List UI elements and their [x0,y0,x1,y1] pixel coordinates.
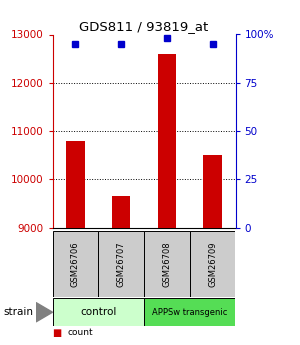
Bar [203,155,222,228]
Title: GDS811 / 93819_at: GDS811 / 93819_at [80,20,208,33]
Text: control: control [80,307,116,317]
Bar [158,54,176,228]
Bar [98,231,144,297]
Text: count: count [68,328,93,337]
Text: GSM26709: GSM26709 [208,241,217,287]
Bar [66,141,85,228]
Text: strain: strain [3,307,33,317]
Text: APPSw transgenic: APPSw transgenic [152,308,227,317]
Text: GSM26706: GSM26706 [71,241,80,287]
Text: GSM26708: GSM26708 [162,241,171,287]
Bar [144,231,190,297]
Text: ■: ■ [52,328,62,338]
Bar [52,231,98,297]
Bar [52,298,144,326]
Polygon shape [36,303,52,322]
Bar [112,196,130,228]
Text: GSM26707: GSM26707 [117,241,126,287]
Bar [144,298,236,326]
Bar [190,231,236,297]
